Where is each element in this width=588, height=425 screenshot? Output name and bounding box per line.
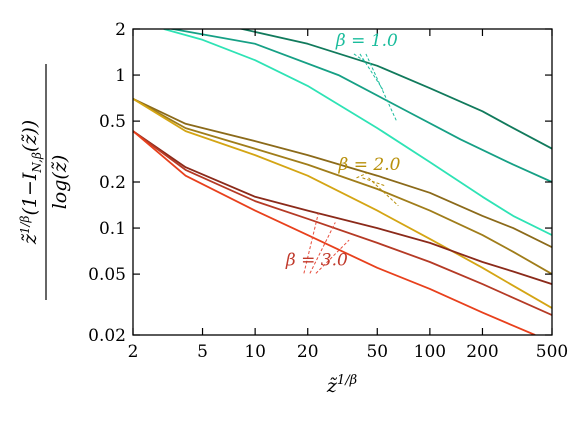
- x-axis-label: z̃1/β: [326, 373, 357, 397]
- x-tick-label: 10: [244, 342, 266, 362]
- series-layer: [133, 29, 552, 335]
- plot-frame: [132, 28, 553, 336]
- series-line-group1-3: [163, 29, 552, 236]
- pointer-line: [359, 53, 384, 90]
- series-line-group2-2: [133, 98, 552, 275]
- x-axis-title: z̃1/β: [326, 373, 357, 397]
- pointer-line: [315, 239, 350, 274]
- y-tick-label: 0.5: [99, 112, 126, 132]
- pointer-line: [368, 177, 399, 207]
- x-tick-label: 500: [536, 342, 568, 362]
- pointer-layer: [303, 53, 399, 274]
- x-tick-label: 2: [128, 342, 139, 362]
- series-line-group1-2: [167, 29, 552, 183]
- tick-layer: 2 5 10 20 50 100 200 500 0.02 0.05 0.1 0.2 0.5 1 2: [88, 20, 568, 362]
- annotation-label: β = 1.0: [335, 31, 398, 51]
- pointer-line: [365, 53, 398, 122]
- series-line-group2-3: [133, 98, 552, 309]
- y-axis-title: z̃1/β(1−IN,β(z̃)) log(z̃): [18, 64, 71, 300]
- x-tick-label: 100: [414, 342, 446, 362]
- series-line-group1-1: [238, 29, 552, 150]
- series-line-group3-2: [133, 130, 552, 316]
- y-tick-label: 1: [115, 66, 126, 86]
- y-tick-label: 2: [115, 20, 126, 40]
- annotation-layer: β = 1.0 β = 2.0 β = 3.0: [285, 31, 401, 270]
- x-tick-label: 5: [197, 342, 208, 362]
- annotation-label: β = 2.0: [338, 155, 401, 175]
- x-tick-label: 20: [297, 342, 319, 362]
- series-line-group3-3: [133, 130, 536, 335]
- annotation-label: β = 3.0: [285, 250, 348, 270]
- pointer-line: [309, 222, 336, 274]
- y-tick-label: 0.1: [99, 219, 126, 239]
- y-axis-label-numerator: z̃1/β(1−IN,β(z̃)): [18, 120, 44, 245]
- y-tick-label: 0.02: [88, 326, 126, 346]
- series-line-group2-1: [133, 97, 552, 249]
- y-axis-label-denominator: log(z̃): [49, 155, 71, 210]
- x-tick-label: 200: [466, 342, 498, 362]
- pointer-line: [303, 213, 319, 274]
- series-line-group3-1: [133, 130, 552, 285]
- pointer-line: [356, 172, 368, 179]
- y-tick-label: 0.05: [88, 265, 126, 285]
- pointer-line: [362, 177, 385, 187]
- x-tick-label: 50: [366, 342, 388, 362]
- y-tick-label: 0.2: [99, 173, 126, 193]
